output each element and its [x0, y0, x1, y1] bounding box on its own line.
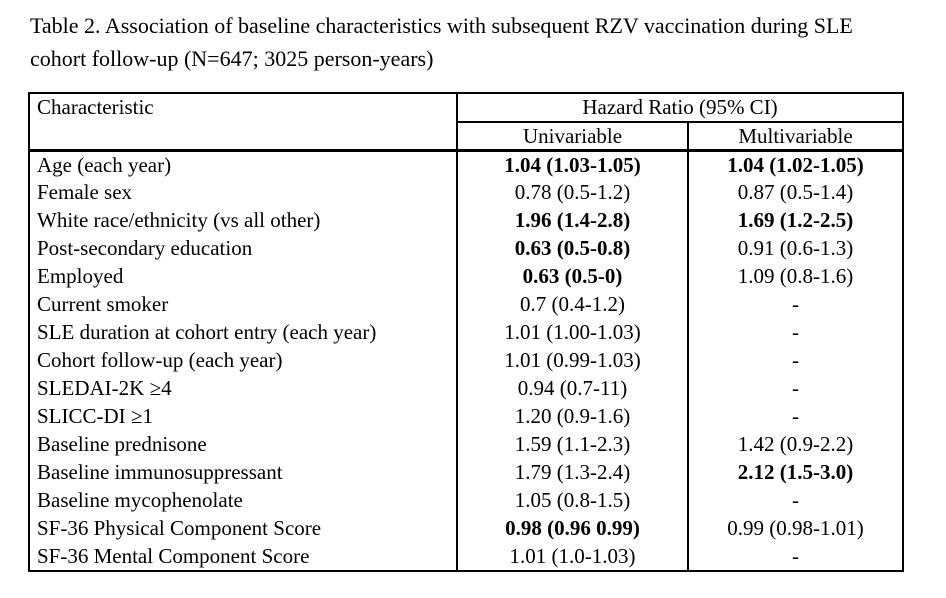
row-multivariable-hr: - [792, 320, 799, 344]
table-row: Baseline immunosuppressant 1.79 (1.3-2.4… [29, 458, 903, 487]
table-row: Baseline prednisone 1.59 (1.1-2.3) 1.42 … [29, 430, 903, 459]
row-multivariable-hr: - [792, 292, 799, 316]
row-multivariable-hr: - [792, 488, 799, 512]
row-multivariable-hr: 0.91 (0.6-1.3) [737, 236, 854, 260]
results-table: Characteristic Hazard Ratio (95% CI) Uni… [28, 92, 905, 572]
row-characteristic: SLICC-DI ≥1 [29, 402, 458, 431]
row-univariable-hr: 1.05 (0.8-1.5) [457, 486, 689, 515]
row-multivariable-hr: 1.42 (0.9-2.2) [737, 432, 854, 456]
table-row: SLICC-DI ≥1 1.20 (0.9-1.6) - [29, 402, 903, 431]
row-univariable-hr: 0.78 (0.5-1.2) [457, 178, 689, 207]
row-characteristic: Female sex [29, 178, 458, 207]
header-characteristic: Characteristic [29, 93, 458, 152]
table-row: SLE duration at cohort entry (each year)… [29, 318, 903, 347]
row-multivariable-hr: - [792, 348, 799, 372]
table-row: Age (each year) 1.04 (1.03-1.05) 1.04 (1… [29, 150, 903, 179]
header-row-2: Univariable Multivariable [29, 122, 904, 152]
row-multivariable-hr: 1.04 (1.02-1.05) [727, 152, 864, 177]
row-characteristic: Current smoker [29, 290, 458, 319]
header-hazard-ratio: Hazard Ratio (95% CI) [457, 93, 904, 123]
header-univariable: Univariable [457, 122, 689, 152]
row-multivariable-hr: - [792, 543, 799, 568]
row-characteristic: SF-36 Mental Component Score [29, 542, 458, 571]
row-multivariable-hr: - [792, 376, 799, 400]
row-characteristic: Cohort follow-up (each year) [29, 346, 458, 375]
row-univariable-hr: 1.01 (0.99-1.03) [457, 346, 689, 375]
row-characteristic: White race/ethnicity (vs all other) [29, 206, 458, 235]
row-characteristic: Baseline prednisone [29, 430, 458, 459]
table-row: Post-secondary education 0.63 (0.5-0.8) … [29, 234, 903, 263]
row-characteristic: SLE duration at cohort entry (each year) [29, 318, 458, 347]
row-characteristic: Baseline immunosuppressant [29, 458, 458, 487]
row-characteristic: SF-36 Physical Component Score [29, 514, 458, 543]
row-characteristic: Employed [29, 262, 458, 291]
row-multivariable-hr: 2.12 (1.5-3.0) [737, 460, 854, 484]
row-multivariable-hr: - [792, 404, 799, 428]
table-row: Female sex 0.78 (0.5-1.2) 0.87 (0.5-1.4) [29, 178, 903, 207]
row-univariable-hr: 0.94 (0.7-11) [457, 374, 689, 403]
row-univariable-hr: 1.79 (1.3-2.4) [457, 458, 689, 487]
row-univariable-hr: 1.20 (0.9-1.6) [457, 402, 689, 431]
table-row: SF-36 Mental Component Score 1.01 (1.0-1… [29, 542, 903, 571]
row-univariable-hr: 1.01 (1.00-1.03) [457, 318, 689, 347]
row-univariable-hr: 1.01 (1.0-1.03) [457, 542, 689, 571]
table-row: Current smoker 0.7 (0.4-1.2) - [29, 290, 903, 319]
row-characteristic: Age (each year) [29, 150, 458, 179]
table-row: White race/ethnicity (vs all other) 1.96… [29, 206, 903, 235]
table-row: SLEDAI-2K ≥4 0.94 (0.7-11) - [29, 374, 903, 403]
header-multivariable: Multivariable [688, 122, 904, 152]
row-univariable-hr: 0.98 (0.96 0.99) [457, 514, 689, 543]
table-row: Baseline mycophenolate 1.05 (0.8-1.5) - [29, 486, 903, 515]
row-characteristic: Baseline mycophenolate [29, 486, 458, 515]
row-multivariable-hr: 1.09 (0.8-1.6) [737, 264, 854, 288]
table-caption-line2: cohort follow-up (N=647; 3025 person-yea… [30, 46, 434, 71]
row-multivariable-hr: 1.69 (1.2-2.5) [737, 208, 854, 232]
row-univariable-hr: 1.04 (1.03-1.05) [457, 150, 689, 179]
row-univariable-hr: 0.63 (0.5-0.8) [457, 234, 689, 263]
table-row: SF-36 Physical Component Score 0.98 (0.9… [29, 514, 903, 543]
row-multivariable-hr: 0.87 (0.5-1.4) [737, 180, 854, 204]
row-univariable-hr: 0.63 (0.5-0) [457, 262, 689, 291]
row-characteristic: SLEDAI-2K ≥4 [29, 374, 458, 403]
table-row: Employed 0.63 (0.5-0) 1.09 (0.8-1.6) [29, 262, 903, 291]
row-characteristic: Post-secondary education [29, 234, 458, 263]
header-row-1: Characteristic Hazard Ratio (95% CI) [29, 93, 904, 152]
row-univariable-hr: 1.96 (1.4-2.8) [457, 206, 689, 235]
table-caption-line1: Table 2. Association of baseline charact… [30, 13, 853, 38]
table-caption: Table 2. Association of baseline charact… [30, 9, 942, 75]
row-univariable-hr: 1.59 (1.1-2.3) [457, 430, 689, 459]
row-multivariable-hr: 0.99 (0.98-1.01) [727, 516, 864, 540]
row-univariable-hr: 0.7 (0.4-1.2) [457, 290, 689, 319]
table-row: Cohort follow-up (each year) 1.01 (0.99-… [29, 346, 903, 375]
